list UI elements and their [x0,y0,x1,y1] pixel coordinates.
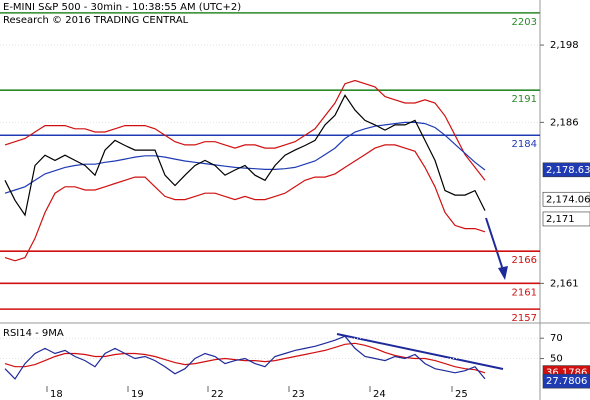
y-tick-label: 70 [550,333,563,344]
y-tick-label: 2,161 [550,278,579,289]
level-label: 2161 [512,287,537,298]
x-tick-label: 24 [373,389,386,400]
plot-layer: 2,161 2,186 2,198 2203 2191 2184 2166 2161 2157 2… [0,12,590,400]
chart-subtitle: Research © 2016 TRADING CENTRAL [3,15,189,26]
price-tag-label: 2,178.63 [546,165,590,176]
level-label: 2166 [512,255,537,266]
series-line [4,121,486,194]
series-line [4,79,486,181]
level-label: 2157 [512,313,537,324]
series-line [4,335,486,380]
price-tag [542,211,590,227]
y-tick-label: 2,198 [550,40,579,51]
x-tick-label: 25 [455,389,468,400]
x-tick-label: 18 [50,389,63,400]
price-tag [542,162,590,178]
level-label: 2191 [512,94,537,105]
price-tag [542,373,590,389]
series-line [4,94,486,217]
y-tick-label: 50 [550,354,563,365]
series-line [4,342,486,374]
price-tag-label: 2,174.06 [546,194,590,205]
x-tick-label: 22 [211,389,224,400]
price-tag-label: 27.7806 [546,376,587,387]
x-tick-label: 23 [292,389,305,400]
level-label: 2184 [512,139,537,150]
price-tag-label: 36.1786 [546,368,587,379]
trend-arrow [485,217,504,271]
indicator-title: RSI14 - 9MA [3,328,64,339]
arrow-head [498,266,508,280]
chart-title: E-MINI S&P 500 - 30min - 10:38:55 AM (UT… [3,2,241,13]
price-tag [542,191,590,207]
price-tag-label: 2,171 [546,214,575,225]
series-line [4,144,486,262]
level-label: 2203 [512,17,537,28]
x-tick-label: 19 [131,389,144,400]
y-tick-label: 2,186 [550,117,579,128]
divergence-line [336,333,504,370]
